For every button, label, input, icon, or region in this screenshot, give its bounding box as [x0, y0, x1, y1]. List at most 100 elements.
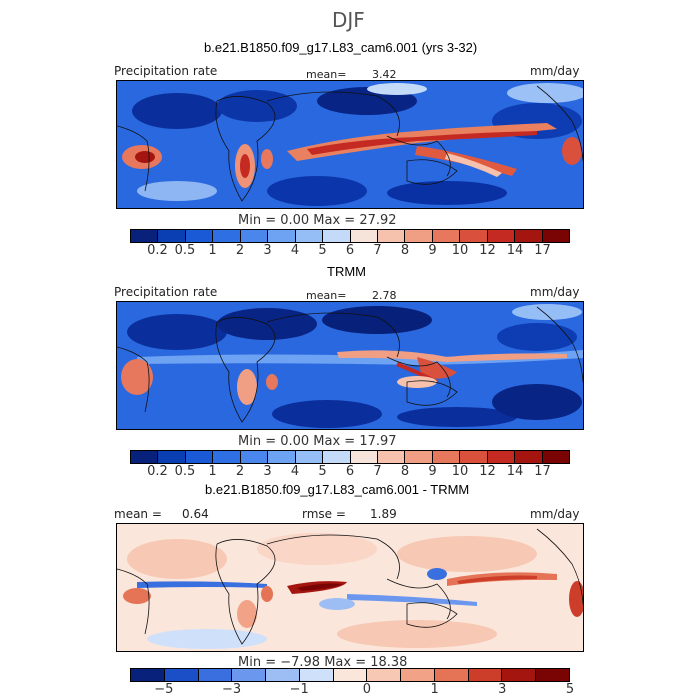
panel3-subtitle: b.e21.B1850.f09_g17.L83_cam6.001 - TRMM	[205, 482, 470, 497]
panel1-units: mm/day	[530, 64, 580, 78]
panel3-minmax: Min = −7.98 Max = 18.38	[238, 655, 408, 670]
colorbar-swatch	[131, 451, 159, 463]
colorbar-tick-label: 3	[263, 464, 272, 479]
panel2-variable-label: Precipitation rate	[114, 285, 218, 299]
colorbar-tick-label: 12	[479, 243, 496, 258]
colorbar-swatch	[502, 669, 537, 681]
colorbar-tick-label: 0.2	[147, 243, 168, 258]
colorbar-tick-label: 17	[534, 464, 551, 479]
colorbar-swatch	[185, 451, 214, 463]
colorbar-tick-label: 4	[290, 243, 300, 258]
colorbar-tick-label: 5	[565, 682, 575, 697]
panel1-map-graphic	[117, 81, 583, 208]
panel3-mean-value: 0.64	[182, 507, 209, 521]
colorbar-tick-label: 0.2	[147, 464, 168, 479]
colorbar-swatch	[323, 230, 351, 242]
colorbar-tick-label: −3	[221, 682, 242, 697]
colorbar-swatch	[487, 451, 516, 463]
panel2-colorbar-labels: 0.2 0.5 1 2 3 4 5 6 7 8 9 10 12 14 17	[130, 464, 570, 480]
panel1-variable-label: Precipitation rate	[114, 64, 218, 78]
colorbar-swatch	[268, 230, 296, 242]
colorbar-swatch	[266, 669, 300, 681]
colorbar-tick-label: −5	[154, 682, 174, 697]
panel1-precip-map	[116, 80, 584, 209]
colorbar-tick-label: 12	[479, 464, 496, 479]
colorbar-tick-label: 14	[506, 243, 524, 258]
colorbar-tick-label: 9	[428, 464, 437, 479]
panel3-units: mm/day	[530, 507, 580, 521]
colorbar-tick-label: 9	[428, 243, 437, 258]
colorbar-swatch	[268, 451, 296, 463]
colorbar-tick-label: −1	[289, 682, 309, 697]
colorbar-tick-label: 8	[400, 243, 410, 258]
colorbar-tick-label: 6	[345, 243, 355, 258]
colorbar-tick-label: 5	[318, 464, 327, 479]
panel2-units: mm/day	[530, 285, 580, 299]
colorbar-tick-label: 0.5	[174, 243, 196, 258]
colorbar-swatch	[185, 230, 214, 242]
colorbar-tick-label: 14	[506, 464, 524, 479]
colorbar-swatch	[299, 669, 334, 681]
panel2-colorbar	[130, 450, 570, 464]
panel3-rmse-label: rmse =	[302, 507, 346, 521]
colorbar-swatch	[432, 230, 461, 242]
panel3-colorbar-labels: −5 −3 −1 0 1 3 5	[130, 682, 574, 698]
panel1-colorbar	[130, 229, 570, 243]
panel2-mean-value: 2.78	[372, 289, 397, 302]
colorbar-tick-label: 1	[208, 243, 217, 258]
colorbar-swatch	[367, 669, 402, 681]
colorbar-swatch	[131, 669, 165, 681]
colorbar-swatch	[333, 669, 368, 681]
colorbar-swatch	[295, 230, 324, 242]
panel3-colorbar	[130, 668, 570, 682]
colorbar-tick-label: 1	[430, 682, 439, 697]
colorbar-tick-label: 7	[373, 243, 382, 258]
colorbar-swatch	[468, 669, 503, 681]
colorbar-tick-label: 8	[400, 464, 410, 479]
panel1-subtitle: b.e21.B1850.f09_g17.L83_cam6.001 (yrs 3-…	[204, 40, 478, 55]
colorbar-swatch	[240, 451, 269, 463]
colorbar-tick-label: 2	[235, 464, 245, 479]
colorbar-tick-label: 17	[534, 243, 551, 258]
panel2-minmax: Min = 0.00 Max = 17.97	[238, 434, 397, 449]
colorbar-swatch	[377, 451, 406, 463]
figure-title: DJF	[332, 8, 365, 32]
colorbar-swatch	[350, 230, 378, 242]
colorbar-swatch	[460, 230, 488, 242]
colorbar-swatch	[405, 230, 433, 242]
colorbar-swatch	[198, 669, 233, 681]
colorbar-tick-label: 0.5	[174, 464, 196, 479]
colorbar-swatch	[158, 230, 186, 242]
colorbar-swatch	[487, 230, 516, 242]
panel3-rmse-value: 1.89	[370, 507, 397, 521]
colorbar-tick-label: 1	[208, 464, 217, 479]
colorbar-swatch	[515, 451, 543, 463]
colorbar-swatch	[323, 451, 351, 463]
colorbar-swatch	[158, 451, 186, 463]
colorbar-tick-label: 5	[318, 243, 327, 258]
panel2-mean-label: mean=	[306, 289, 347, 302]
colorbar-swatch	[240, 230, 269, 242]
colorbar-swatch	[542, 451, 569, 463]
colorbar-swatch	[213, 451, 241, 463]
colorbar-swatch	[515, 230, 543, 242]
colorbar-tick-label: 0	[362, 682, 372, 697]
colorbar-swatch	[295, 451, 324, 463]
panel2-map-graphic	[117, 302, 583, 429]
colorbar-tick-label: 2	[235, 243, 245, 258]
panel3-map-graphic	[117, 524, 583, 651]
colorbar-swatch	[350, 451, 378, 463]
colorbar-swatch	[432, 451, 461, 463]
colorbar-swatch	[536, 669, 569, 681]
panel3-mean-label: mean =	[114, 507, 162, 521]
panel1-mean-label: mean=	[306, 68, 347, 81]
colorbar-tick-label: 10	[451, 464, 469, 479]
colorbar-swatch	[542, 230, 569, 242]
colorbar-swatch	[377, 230, 406, 242]
colorbar-swatch	[213, 230, 241, 242]
colorbar-swatch	[460, 451, 488, 463]
panel1-colorbar-labels: 0.2 0.5 1 2 3 4 5 6 7 8 9 10 12 14 17	[130, 243, 570, 259]
colorbar-tick-label: 3	[498, 682, 507, 697]
panel2-subtitle: TRMM	[327, 264, 366, 279]
colorbar-swatch	[232, 669, 267, 681]
